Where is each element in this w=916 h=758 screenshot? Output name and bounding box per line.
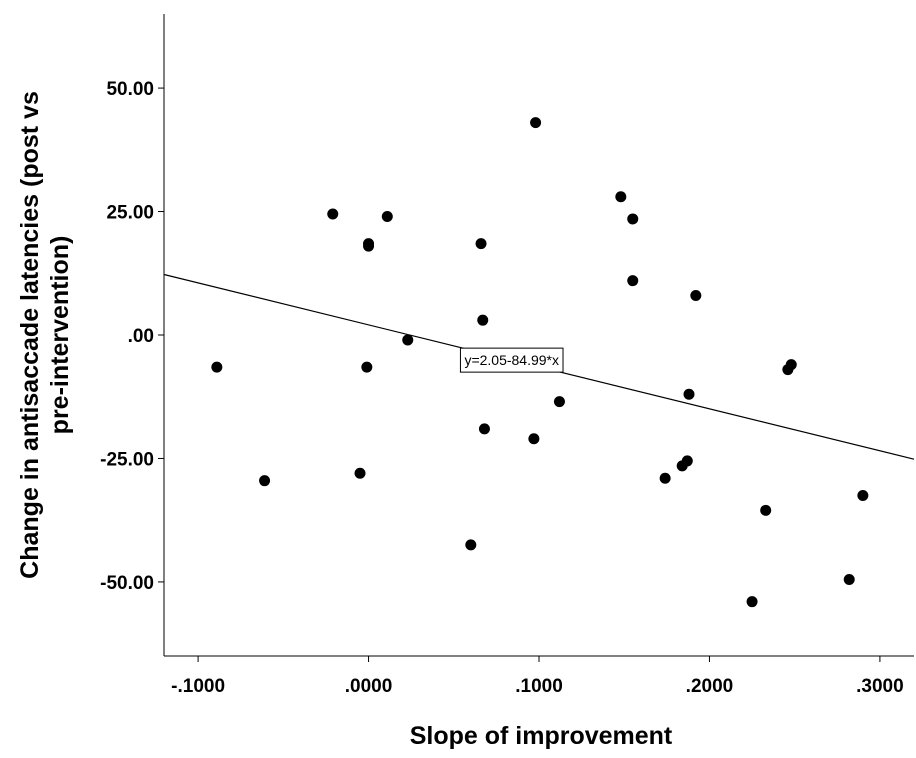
data-point bbox=[659, 472, 671, 484]
data-point bbox=[327, 208, 339, 220]
data-point bbox=[683, 388, 695, 400]
data-point bbox=[402, 334, 414, 346]
data-point bbox=[690, 289, 702, 301]
data-point bbox=[615, 191, 627, 203]
x-tick-label: .3000 bbox=[856, 676, 904, 697]
x-tick-label: -.1000 bbox=[171, 676, 225, 697]
data-point bbox=[211, 361, 223, 373]
x-axis: -.1000 .0000 .1000 .2000 .3000 bbox=[171, 656, 904, 697]
x-tick-label: .2000 bbox=[686, 676, 734, 697]
y-tick-label: .00 bbox=[128, 326, 154, 347]
y-tick-label: -25.00 bbox=[100, 449, 154, 470]
data-point bbox=[361, 361, 373, 373]
data-point bbox=[465, 539, 477, 551]
equation-box bbox=[459, 347, 564, 373]
data-point bbox=[354, 467, 366, 479]
plot-area bbox=[163, 14, 914, 657]
data-points bbox=[211, 117, 869, 608]
y-axis-title-line2: pre-intervention) bbox=[46, 236, 74, 435]
y-axis-title-line1: Change in antisaccade latencies (post vs bbox=[16, 91, 44, 579]
data-point bbox=[627, 275, 639, 287]
x-axis-title: Slope of improvement bbox=[410, 722, 673, 750]
data-point bbox=[857, 490, 869, 501]
x-tick-label: .0000 bbox=[345, 676, 393, 697]
data-point bbox=[530, 117, 542, 129]
data-point bbox=[681, 455, 693, 467]
y-axis: 50.00 25.00 .00 -25.00 -50.00 bbox=[100, 79, 164, 594]
data-point bbox=[746, 596, 758, 608]
data-point bbox=[475, 238, 487, 250]
x-tick-label: .1000 bbox=[515, 676, 563, 697]
data-point bbox=[843, 573, 855, 585]
data-point bbox=[477, 314, 489, 326]
data-point bbox=[627, 213, 639, 225]
y-tick-label: -50.00 bbox=[100, 573, 154, 594]
y-tick-label: 50.00 bbox=[106, 79, 154, 100]
data-point bbox=[785, 359, 797, 371]
y-tick-label: 25.00 bbox=[106, 203, 154, 224]
data-point bbox=[259, 475, 271, 487]
data-point bbox=[363, 240, 375, 252]
data-point bbox=[528, 433, 540, 445]
data-point bbox=[478, 423, 490, 435]
data-point bbox=[381, 210, 393, 222]
data-point bbox=[760, 504, 772, 516]
equation-text: y=2.05-84.99*x bbox=[464, 352, 559, 368]
regression-equation-label: y=2.05-84.99*x bbox=[459, 347, 564, 373]
data-point bbox=[553, 396, 565, 408]
